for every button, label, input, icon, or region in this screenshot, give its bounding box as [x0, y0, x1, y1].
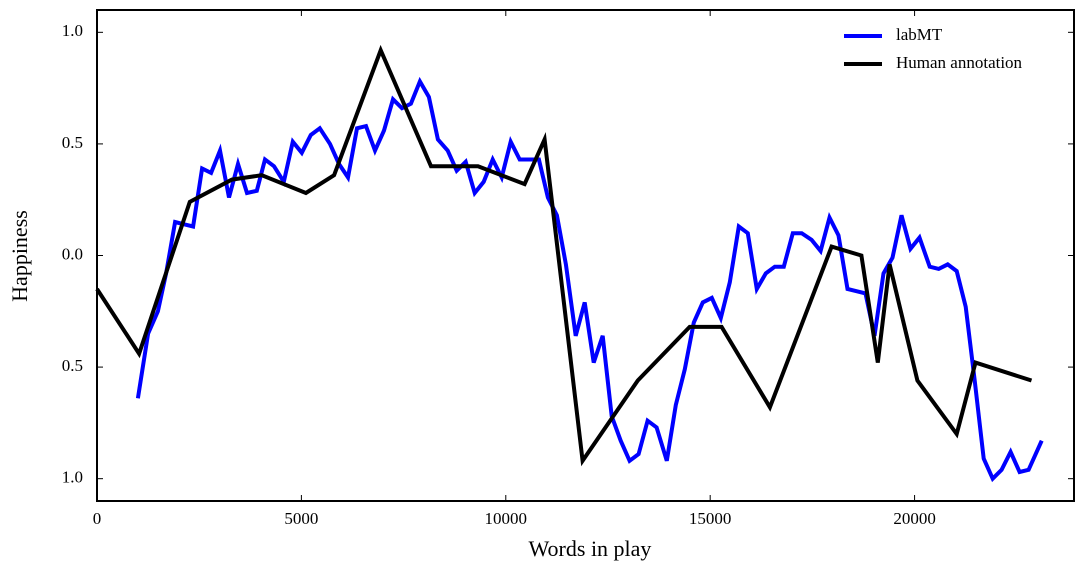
x-tick-label: 10000 [485, 509, 528, 528]
line [135, 76, 1044, 483]
legend-label: Human annotation [896, 53, 1023, 72]
y-tick-label: 0.0 [62, 244, 83, 263]
y-tick-label: 1.0 [62, 21, 83, 40]
y-tick-label: 0.5 [62, 133, 83, 152]
y-axis-label: Happiness [7, 210, 32, 302]
plot-frame [96, 9, 1075, 502]
x-tick-label: 20000 [893, 509, 936, 528]
line [95, 44, 1033, 467]
legend-label: labMT [896, 25, 943, 44]
x-tick-label: 5000 [284, 509, 318, 528]
x-tick-label: 15000 [689, 509, 732, 528]
x-tick-label: 0 [93, 509, 102, 528]
y-tick-label: 0.5 [62, 356, 83, 375]
x-axis-label: Words in play [529, 536, 652, 561]
y-tick-label: 1.0 [62, 468, 83, 487]
